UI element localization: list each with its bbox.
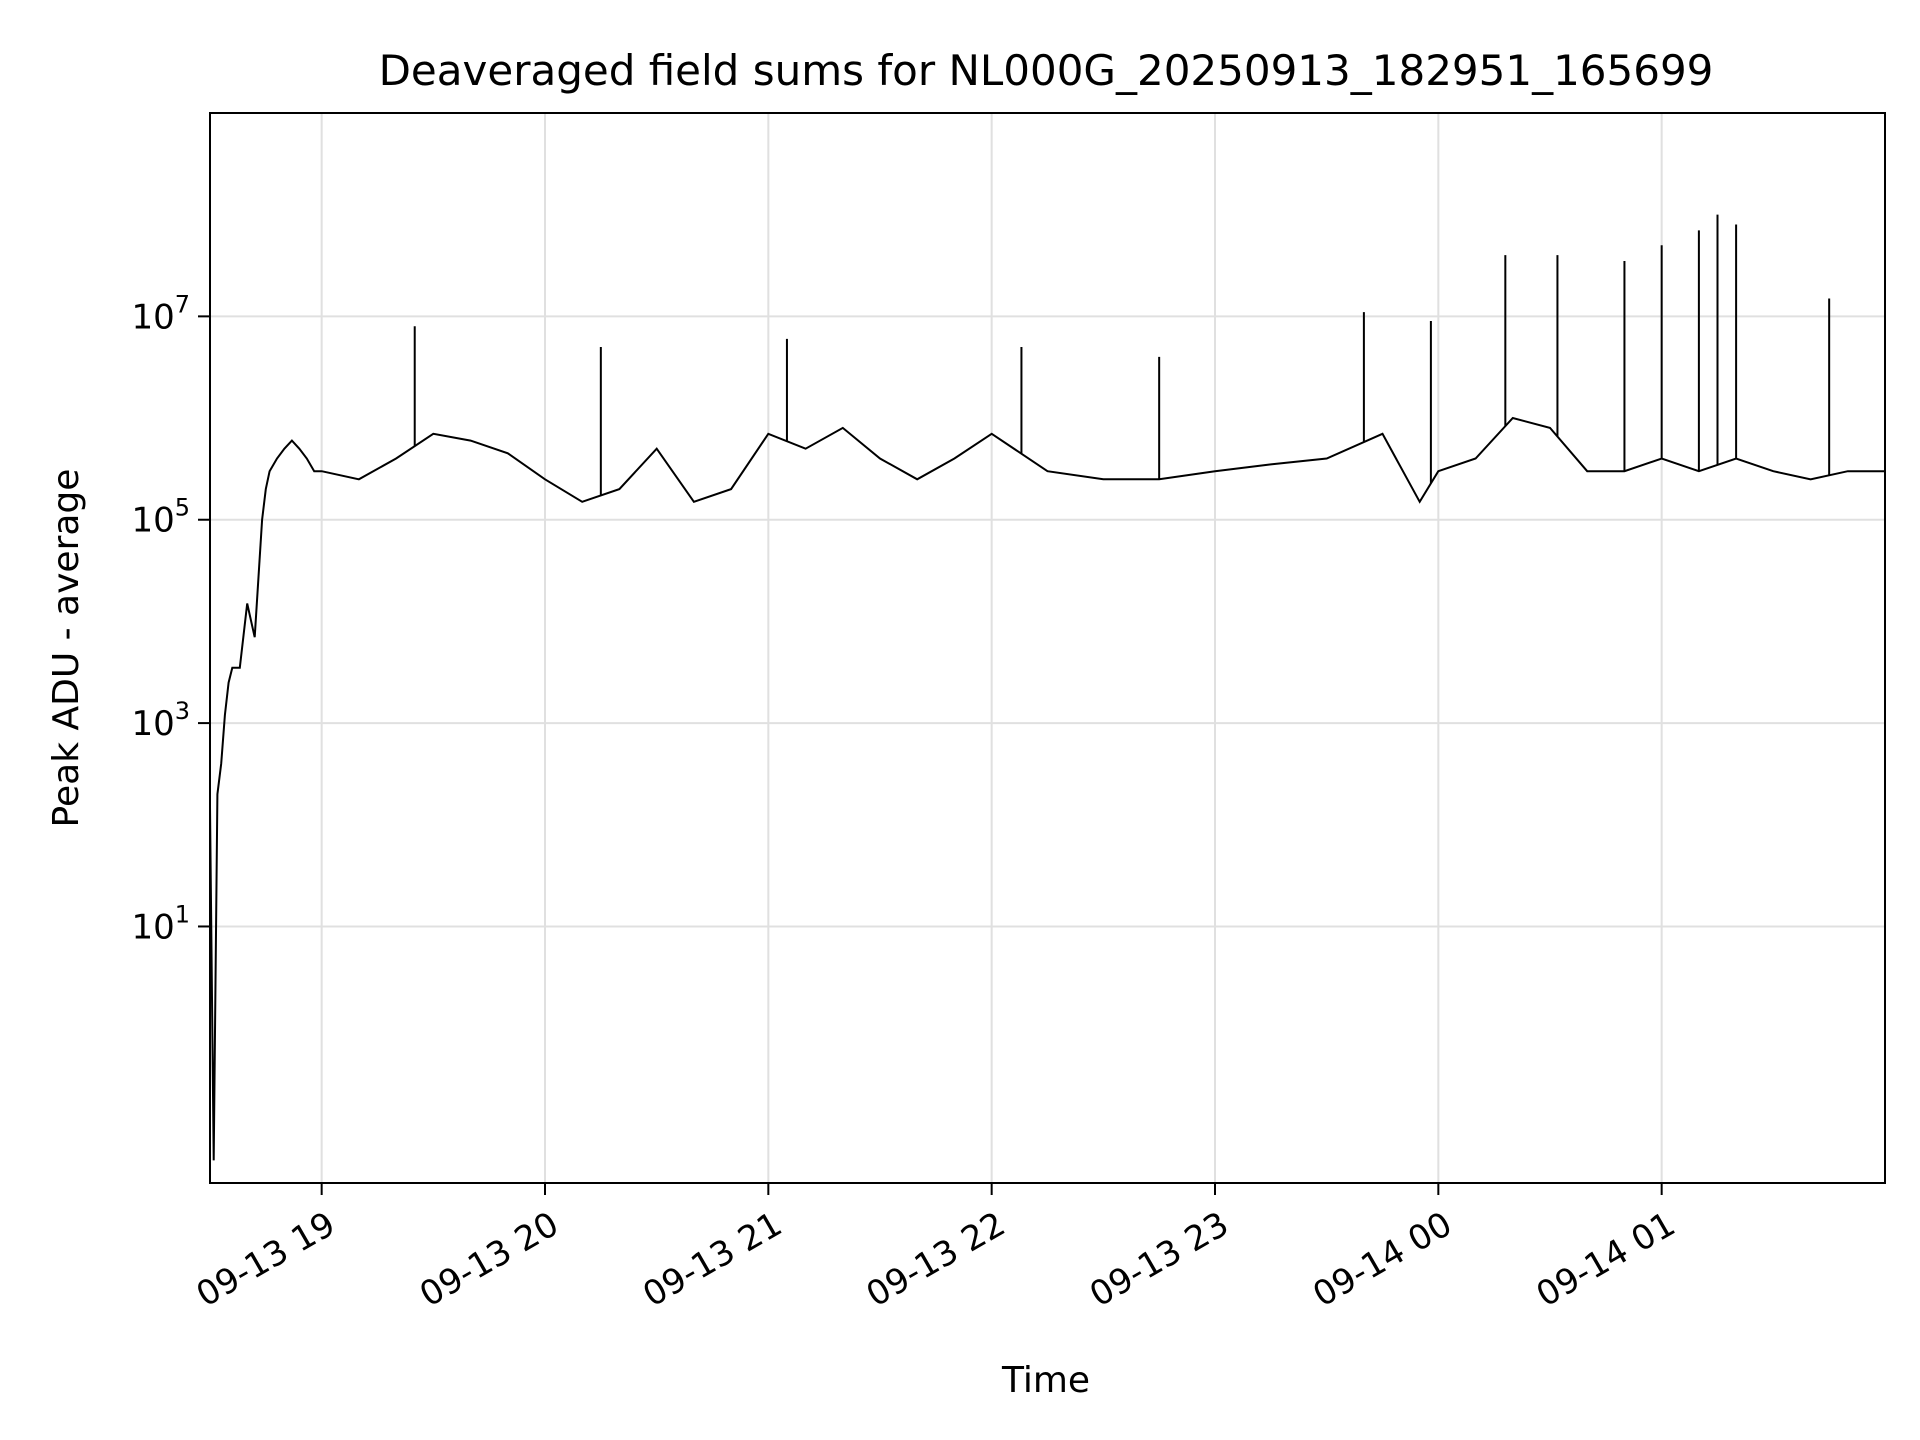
series-line xyxy=(209,416,1885,1161)
x-axis-label: Time xyxy=(1001,1360,1090,1401)
y-tick-label: 107 xyxy=(131,290,190,337)
data-series xyxy=(209,214,1885,1161)
chart-title: Deaveraged field sums for NL000G_2025091… xyxy=(379,46,1714,95)
y-tick-exponent: 7 xyxy=(175,290,190,318)
y-tick-base: 10 xyxy=(131,704,174,744)
y-tick-exponent: 5 xyxy=(175,494,190,522)
y-tick-base: 10 xyxy=(131,297,174,337)
y-tick-exponent: 1 xyxy=(175,900,190,928)
y-tick-label: 101 xyxy=(131,900,190,947)
y-tick-label: 103 xyxy=(131,697,190,744)
y-axis-label: Peak ADU - average xyxy=(46,469,87,828)
plot-frame xyxy=(209,112,1886,1184)
y-tick-base: 10 xyxy=(131,907,174,947)
grid xyxy=(210,113,1885,1183)
y-tick-base: 10 xyxy=(131,501,174,541)
y-tick-exponent: 3 xyxy=(175,697,190,725)
y-tick-label: 105 xyxy=(131,494,190,541)
